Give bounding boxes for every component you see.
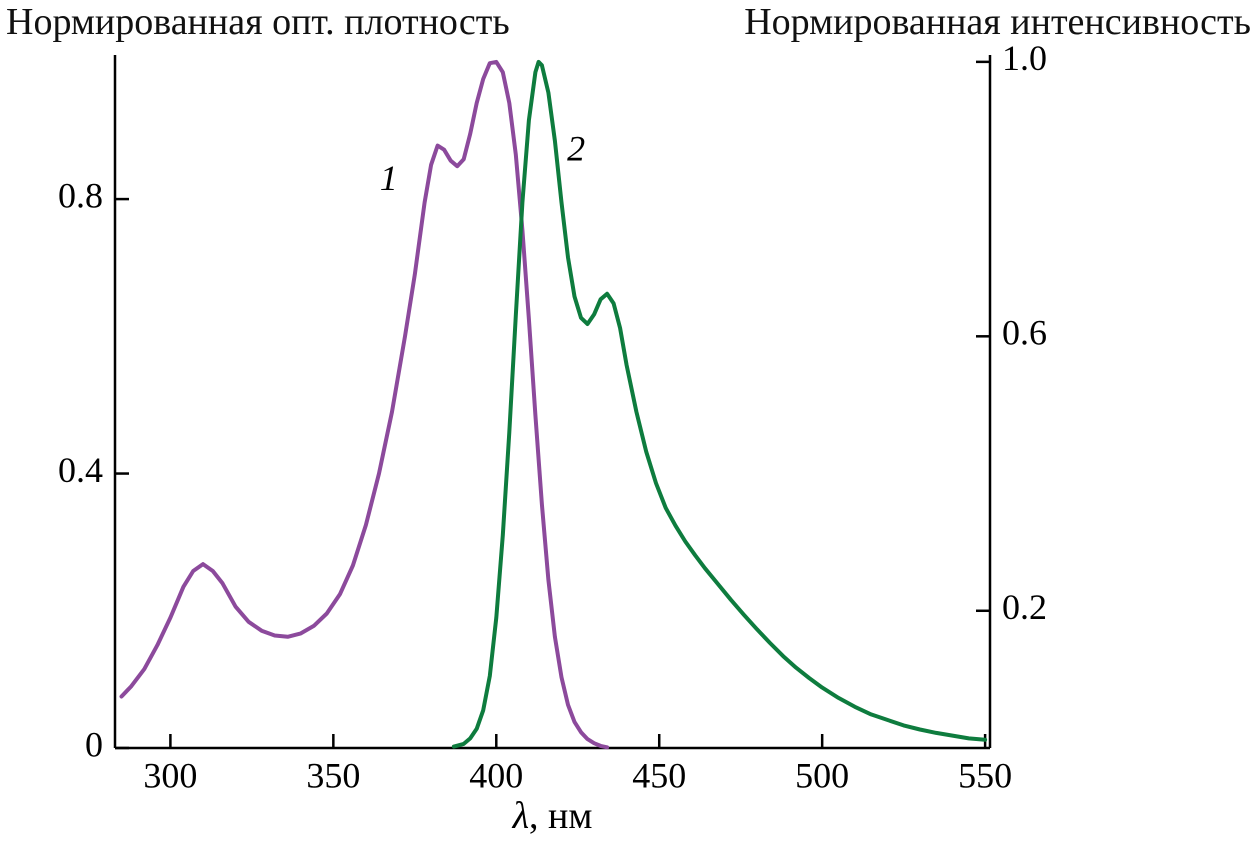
left-tick-label: 0 <box>85 724 103 764</box>
left-axis-title: Нормированная опт. плотность <box>6 1 510 43</box>
x-tick-label: 350 <box>306 756 360 796</box>
x-tick-label: 400 <box>469 756 523 796</box>
series-2-curve <box>451 59 988 749</box>
x-axis-label: λ, нм <box>115 794 990 838</box>
right-tick-label: 0.2 <box>1002 587 1047 627</box>
right-tick-label: 1.0 <box>1002 38 1047 78</box>
right-axis-title: Нормированная интенсивность <box>744 1 1251 43</box>
curve-label-1: 1 <box>380 158 398 198</box>
series-1-curve <box>119 59 610 750</box>
x-tick-label: 500 <box>795 756 849 796</box>
curve-label-2: 2 <box>567 129 585 169</box>
right-tick-label: 0.6 <box>1002 313 1047 353</box>
x-tick-label: 300 <box>143 756 197 796</box>
left-tick-label: 0.4 <box>58 450 103 490</box>
x-tick-label: 450 <box>632 756 686 796</box>
lambda-symbol: λ <box>512 795 530 837</box>
x-tick-label: 550 <box>958 756 1012 796</box>
x-axis-unit: , нм <box>529 795 593 837</box>
left-tick-label: 0.8 <box>58 175 103 215</box>
